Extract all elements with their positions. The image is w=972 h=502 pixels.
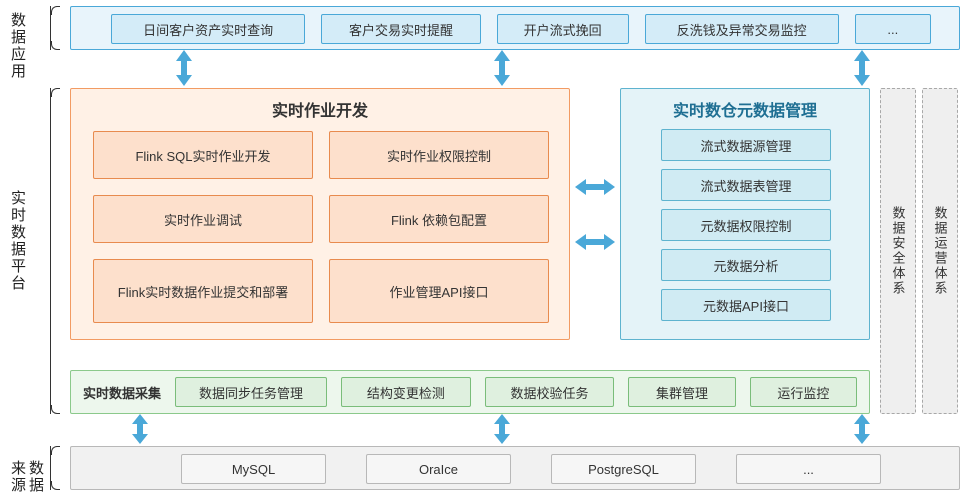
source-items: MySQL OraIce PostgreSQL ... <box>181 454 881 484</box>
job-dev-item: 实时作业权限控制 <box>329 131 549 179</box>
collect-title: 实时数据采集 <box>83 383 161 402</box>
arrow-horizontal <box>575 230 615 254</box>
arrow-vertical <box>850 50 874 86</box>
meta-item: 元数据权限控制 <box>661 209 831 241</box>
app-item: 日间客户资产实时查询 <box>111 14 305 44</box>
arrow-horizontal <box>575 175 615 199</box>
arrow-vertical <box>490 414 514 444</box>
bracket-application <box>50 6 51 50</box>
source-item: OraIce <box>366 454 511 484</box>
application-layer: 日间客户资产实时查询 客户交易实时提醒 开户流式挽回 反洗钱及异常交易监控 ..… <box>70 6 960 50</box>
source-item: MySQL <box>181 454 326 484</box>
app-item: 开户流式挽回 <box>497 14 629 44</box>
collect-item: 运行监控 <box>750 377 857 407</box>
job-dev-title: 实时作业开发 <box>71 89 569 125</box>
job-dev-grid: Flink SQL实时作业开发 实时作业权限控制 实时作业调试 Flink 依赖… <box>93 131 549 323</box>
source-item-more: ... <box>736 454 881 484</box>
bracket-platform <box>50 88 51 414</box>
meta-item: 流式数据源管理 <box>661 129 831 161</box>
meta-item: 流式数据表管理 <box>661 169 831 201</box>
security-label: 数据安全体系 <box>889 206 908 296</box>
meta-title: 实时数仓元数据管理 <box>621 89 869 125</box>
application-items: 日间客户资产实时查询 客户交易实时提醒 开户流式挽回 反洗钱及异常交易监控 ..… <box>111 14 931 44</box>
job-dev-item: Flink 依赖包配置 <box>329 195 549 243</box>
arrow-vertical <box>490 50 514 86</box>
meta-grid: 流式数据源管理 流式数据表管理 元数据权限控制 元数据分析 元数据API接口 <box>661 129 831 321</box>
job-dev-item: 作业管理API接口 <box>329 259 549 323</box>
row-label-source: 数据来源 <box>8 452 44 502</box>
job-dev-panel: 实时作业开发 Flink SQL实时作业开发 实时作业权限控制 实时作业调试 F… <box>70 88 570 340</box>
row-label-application: 数据应用 <box>8 12 26 80</box>
source-item: PostgreSQL <box>551 454 696 484</box>
collect-item: 集群管理 <box>628 377 735 407</box>
collect-panel: 实时数据采集 数据同步任务管理 结构变更检测 数据校验任务 集群管理 运行监控 <box>70 370 870 414</box>
meta-item: 元数据分析 <box>661 249 831 281</box>
collect-item: 数据校验任务 <box>485 377 615 407</box>
source-layer: MySQL OraIce PostgreSQL ... <box>70 446 960 490</box>
app-item-more: ... <box>855 14 931 44</box>
job-dev-item: Flink实时数据作业提交和部署 <box>93 259 313 323</box>
ops-label: 数据运营体系 <box>931 206 950 296</box>
arrow-vertical <box>850 414 874 444</box>
row-label-platform: 实时数据平台 <box>8 190 26 292</box>
ops-pillar: 数据运营体系 <box>922 88 958 414</box>
bracket-source <box>50 446 51 490</box>
meta-item: 元数据API接口 <box>661 289 831 321</box>
job-dev-item: Flink SQL实时作业开发 <box>93 131 313 179</box>
security-pillar: 数据安全体系 <box>880 88 916 414</box>
job-dev-item: 实时作业调试 <box>93 195 313 243</box>
meta-panel: 实时数仓元数据管理 流式数据源管理 流式数据表管理 元数据权限控制 元数据分析 … <box>620 88 870 340</box>
collect-item: 结构变更检测 <box>341 377 471 407</box>
arrow-vertical <box>128 414 152 444</box>
arrow-vertical <box>172 50 196 86</box>
app-item: 客户交易实时提醒 <box>321 14 481 44</box>
app-item: 反洗钱及异常交易监控 <box>645 14 839 44</box>
collect-item: 数据同步任务管理 <box>175 377 327 407</box>
